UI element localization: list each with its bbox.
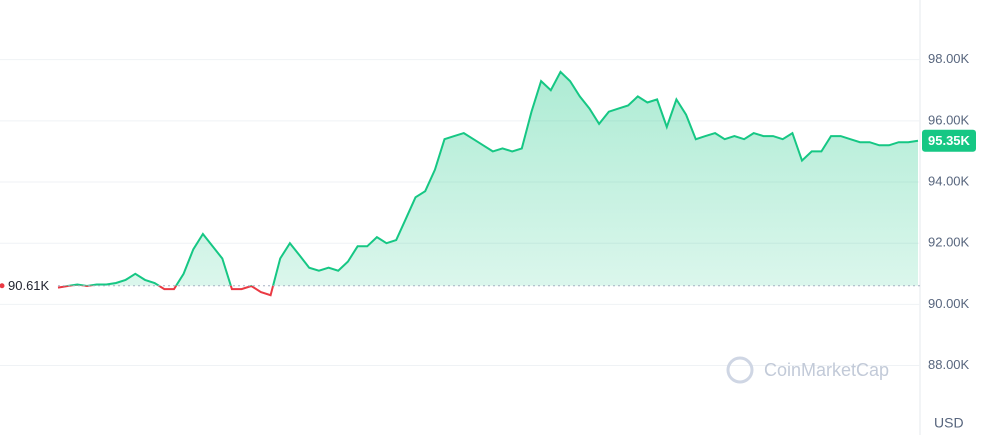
y-tick-label: 88.00K [928, 357, 970, 372]
y-tick-label: 96.00K [928, 112, 970, 127]
price-line [63, 70, 919, 286]
watermark-text: CoinMarketCap [764, 360, 889, 380]
y-tick-label: 94.00K [928, 173, 970, 188]
currency-label: USD [934, 415, 964, 431]
baseline-label: 90.61K [8, 278, 50, 293]
baseline-dot [0, 283, 5, 289]
y-tick-label: 98.00K [928, 51, 970, 66]
y-tick-label: 92.00K [928, 235, 970, 250]
watermark: CoinMarketCap [726, 356, 889, 384]
current-price-tag [922, 129, 976, 152]
current-price-label: 95.35K [928, 133, 971, 148]
area [69, 71, 918, 286]
y-tick-label: 90.00K [928, 296, 970, 311]
